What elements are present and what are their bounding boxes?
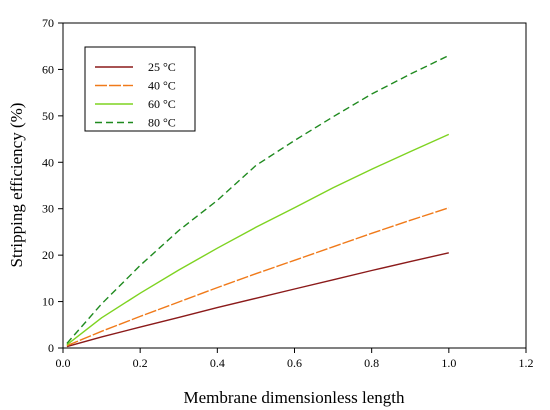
- legend-label-4: 80 °C: [148, 116, 176, 130]
- series-line-4: [66, 54, 450, 344]
- x-tick-label: 0.4: [210, 356, 225, 370]
- y-axis-ticks: 0 10 20 30 40 50 60 70: [42, 16, 63, 355]
- x-tick-label: 0.8: [364, 356, 379, 370]
- legend-label-3: 60 °C: [148, 97, 176, 111]
- y-tick-label: 50: [42, 109, 54, 123]
- x-tick-label: 0.2: [133, 356, 148, 370]
- y-tick-label: 60: [42, 62, 54, 76]
- y-axis-title: Stripping efficiency (%): [7, 103, 26, 268]
- series-layer: [66, 54, 450, 348]
- y-tick-label: 0: [48, 341, 54, 355]
- x-tick-label: 0.6: [287, 356, 302, 370]
- x-tick-label: 1.0: [441, 356, 456, 370]
- y-tick-label: 10: [42, 295, 54, 309]
- y-tick-label: 20: [42, 248, 54, 262]
- y-tick-label: 40: [42, 155, 54, 169]
- y-tick-label: 30: [42, 202, 54, 216]
- y-tick-label: 70: [42, 16, 54, 30]
- legend-label-2: 40 °C: [148, 79, 176, 93]
- legend-box: [84, 46, 196, 132]
- x-axis-title: Membrane dimensionless length: [184, 388, 405, 407]
- series-line-1: [66, 252, 449, 348]
- legend-label-1: 25 °C: [148, 60, 176, 74]
- x-axis-ticks: 0.0 0.2 0.4 0.6 0.8 1.0 1.2: [56, 348, 534, 370]
- x-tick-label: 1.2: [519, 356, 534, 370]
- series-line-3: [66, 133, 450, 346]
- legend: 25 °C 40 °C 60 °C 80 °C: [84, 46, 196, 132]
- legend-items: 25 °C 40 °C 60 °C 80 °C: [95, 60, 176, 130]
- series-line-2: [66, 207, 450, 347]
- x-tick-label: 0.0: [56, 356, 71, 370]
